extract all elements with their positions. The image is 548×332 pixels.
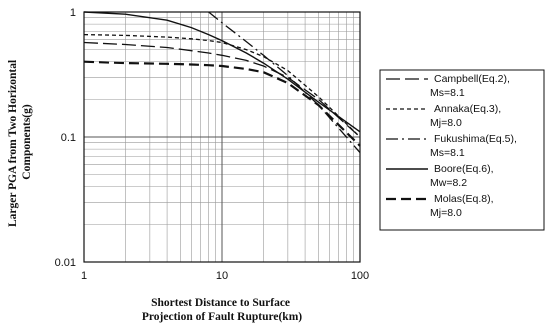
y-tick-label: 0.01	[55, 257, 76, 269]
legend-label-line-2: Ms=8.1	[430, 147, 465, 159]
plot-frame	[83, 11, 361, 263]
series-line-boore	[83, 11, 361, 133]
legend-label-line-1: Fukushima(Eq.5),	[434, 133, 517, 145]
legend-swatches	[386, 78, 428, 201]
series-line-molas	[83, 60, 361, 147]
x-axis-title: Shortest Distance to Surface Projection …	[142, 297, 302, 323]
legend-label-line-1: Molas(Eq.8),	[434, 193, 494, 205]
x-tick-label: 10	[216, 270, 228, 282]
legend-entry-molas: Molas(Eq.8), Mj=8.0	[430, 193, 496, 219]
legend-label-line-2: Mw=8.2	[430, 177, 467, 189]
legend-box	[379, 69, 545, 231]
y-tick-label: 0.1	[61, 132, 76, 144]
legend-label-line-2: Mj=8.0	[430, 207, 462, 219]
legend-label-line-2: Mj=8.0	[430, 117, 462, 129]
legend-label-line-2: Ms=8.1	[430, 87, 465, 99]
x-axis-title-line-2: Projection of Fault Rupture(km)	[142, 311, 302, 323]
series-lines	[83, 11, 361, 154]
legend-label-line-1: Annaka(Eq.3),	[434, 103, 501, 115]
legend-label-line-1: Campbell(Eq.2),	[434, 73, 510, 85]
x-axis-title-line-1: Shortest Distance to Surface	[151, 297, 290, 309]
y-axis-title-line-1: Larger PGA from Two Horizontal	[7, 60, 19, 227]
legend: Campbell(Eq.2), Ms=8.1 Annaka(Eq.3), Mj=…	[379, 69, 545, 231]
series-line-fukushima	[208, 11, 361, 154]
legend-entry-boore: Boore(Eq.6), Mw=8.2	[430, 163, 496, 189]
y-axis-title-line-2: Components(g)	[21, 104, 33, 180]
x-tick-label: 1	[81, 270, 87, 282]
y-axis-title: Larger PGA from Two Horizontal Component…	[7, 57, 33, 227]
x-tick-label: 100	[351, 270, 369, 282]
y-tick-label: 1	[70, 7, 76, 19]
legend-entry-annaka: Annaka(Eq.3), Mj=8.0	[430, 103, 504, 129]
legend-entry-fukushima: Fukushima(Eq.5), Ms=8.1	[430, 133, 520, 159]
legend-entry-campbell: Campbell(Eq.2), Ms=8.1	[430, 73, 513, 99]
tick-labels: 1 10 100 1 0.1 0.01	[55, 7, 370, 282]
legend-label-line-1: Boore(Eq.6),	[434, 163, 494, 175]
